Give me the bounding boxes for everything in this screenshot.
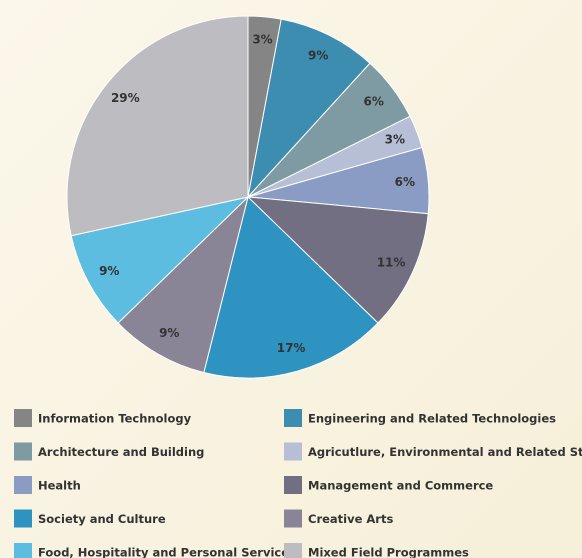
slice-label: 29% xyxy=(111,91,140,105)
pie-slice xyxy=(203,196,379,379)
legend-label: Society and Culture xyxy=(38,512,166,526)
legend-swatch xyxy=(284,476,302,494)
legend-swatch xyxy=(284,509,302,528)
slice-label: 17% xyxy=(277,341,306,355)
slice-label: 11% xyxy=(377,255,406,269)
slice-label: 3% xyxy=(252,33,272,47)
legend-label: Food, Hospitality and Personal Services xyxy=(38,546,296,558)
legend-swatch xyxy=(14,543,32,558)
slice-label: 9% xyxy=(159,326,179,340)
legend-swatch xyxy=(284,409,302,427)
slice-label: 6% xyxy=(363,95,383,109)
slice-label: 6% xyxy=(395,175,415,189)
pie-slice xyxy=(117,195,249,374)
legend-swatch xyxy=(284,543,302,558)
legend-label: Architecture and Building xyxy=(38,445,204,459)
legend-swatch xyxy=(284,442,302,461)
legend-label: Engineering and Related Technologies xyxy=(308,412,556,426)
pie-slice xyxy=(70,196,250,324)
legend-label: Health xyxy=(38,479,81,493)
legend-label: Agricutlure, Environmental and Related S… xyxy=(308,445,582,459)
slice-label: 3% xyxy=(385,133,405,147)
legend-label: Management and Commerce xyxy=(308,479,493,493)
legend-swatch xyxy=(14,509,32,528)
pie-slice xyxy=(246,196,429,324)
legend-label: Information Technology xyxy=(38,412,192,426)
pie-slice xyxy=(66,15,249,237)
legend-swatch xyxy=(14,442,32,461)
slice-label: 9% xyxy=(308,49,328,63)
legend-swatch xyxy=(14,476,32,494)
legend-swatch xyxy=(14,409,32,427)
legend-label: Mixed Field Programmes xyxy=(308,546,469,558)
legend-label: Creative Arts xyxy=(308,512,393,526)
slice-label: 9% xyxy=(99,264,119,278)
pie-slice xyxy=(247,18,371,199)
